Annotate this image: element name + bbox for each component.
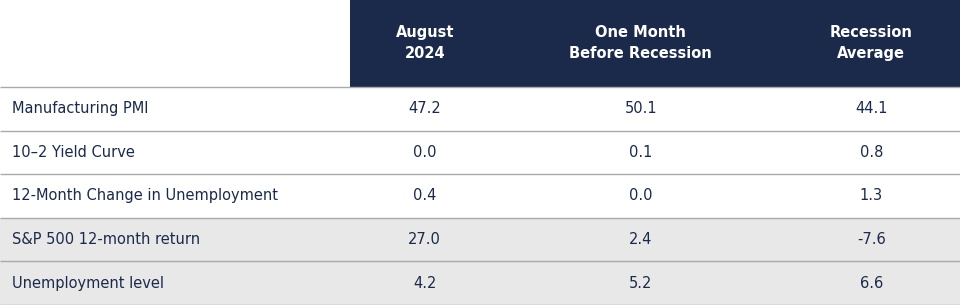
Bar	[0, 218, 960, 261]
Text: Manufacturing PMI: Manufacturing PMI	[12, 101, 148, 116]
Bar	[0, 87, 960, 131]
Text: 0.0: 0.0	[629, 188, 653, 203]
Text: 0.8: 0.8	[859, 145, 883, 160]
Text: -7.6: -7.6	[857, 232, 885, 247]
Bar	[0, 261, 960, 305]
Text: Unemployment level: Unemployment level	[12, 276, 163, 291]
Text: S&P 500 12-month return: S&P 500 12-month return	[12, 232, 200, 247]
Bar	[0, 131, 960, 174]
Text: 5.2: 5.2	[629, 276, 653, 291]
Text: 44.1: 44.1	[855, 101, 887, 116]
Text: 6.6: 6.6	[859, 276, 883, 291]
Text: 50.1: 50.1	[625, 101, 657, 116]
Text: One Month
Before Recession: One Month Before Recession	[569, 25, 712, 62]
Text: 4.2: 4.2	[413, 276, 437, 291]
Text: 1.3: 1.3	[859, 188, 883, 203]
Text: Recession
Average: Recession Average	[829, 25, 913, 62]
Text: 12-Month Change in Unemployment: 12-Month Change in Unemployment	[12, 188, 277, 203]
Text: August
2024: August 2024	[396, 25, 454, 62]
Text: 2.4: 2.4	[629, 232, 653, 247]
Bar	[350, 0, 960, 87]
Text: 10–2 Yield Curve: 10–2 Yield Curve	[12, 145, 134, 160]
Text: 27.0: 27.0	[408, 232, 442, 247]
Text: 0.0: 0.0	[413, 145, 437, 160]
Text: 0.1: 0.1	[629, 145, 653, 160]
Bar	[0, 174, 960, 218]
Text: 47.2: 47.2	[408, 101, 442, 116]
Text: 0.4: 0.4	[413, 188, 437, 203]
